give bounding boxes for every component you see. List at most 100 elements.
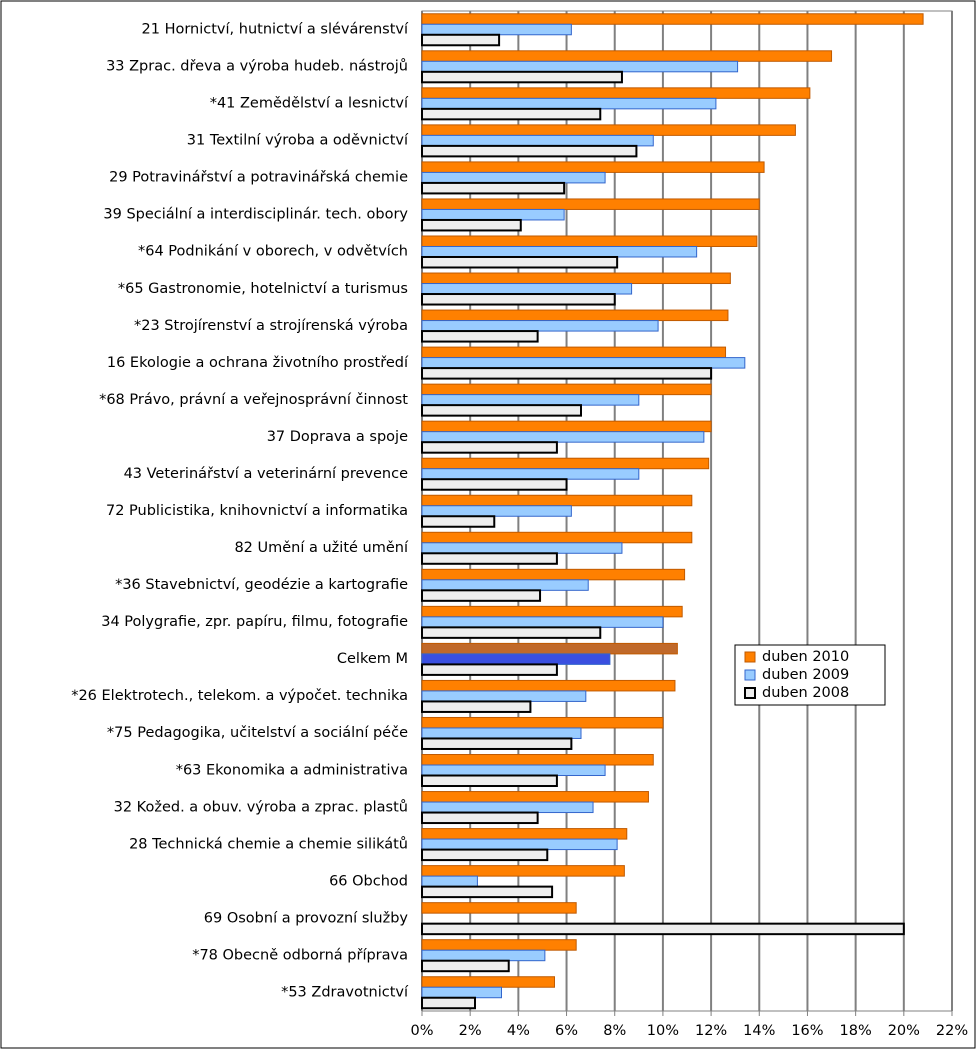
bar — [421, 642, 678, 655]
bar — [421, 235, 758, 247]
y-tick-label: 66 Obchod — [329, 873, 408, 889]
legend-swatch — [744, 669, 756, 681]
bar — [421, 245, 698, 258]
bar — [421, 875, 478, 888]
y-tick-label: 21 Hornictví, hutnictví a slévárenství — [142, 22, 409, 38]
bar — [421, 605, 683, 618]
bar — [421, 383, 712, 396]
bar — [421, 811, 539, 825]
y-tick-label: 29 Potravinářství a potravinářská chemie — [109, 170, 408, 186]
bar — [421, 700, 532, 713]
bar — [421, 690, 587, 702]
y-tick-label: 32 Kožed. a obuv. výroba a zprac. plastů — [114, 799, 408, 815]
bar — [421, 70, 623, 84]
y-tick-label: 28 Technická chemie a chemie silikátů — [129, 836, 408, 852]
bar — [421, 737, 573, 750]
x-tick-label: 14% — [743, 1023, 775, 1039]
x-tick-label: 4% — [507, 1023, 530, 1039]
bar — [421, 50, 833, 62]
bar — [421, 996, 476, 1010]
bar — [421, 161, 765, 173]
x-tick-label: 10% — [647, 1023, 679, 1039]
y-tick-label: *53 Zdravotnictví — [281, 984, 409, 1000]
bar — [421, 568, 686, 581]
bar — [421, 885, 554, 899]
x-tick-label: 6% — [555, 1023, 578, 1039]
bar — [421, 107, 602, 121]
y-tick-label: *78 Obecně odborná příprava — [192, 947, 408, 963]
legend-swatch — [744, 687, 756, 699]
bar — [421, 208, 565, 221]
bar — [421, 828, 628, 840]
bar — [421, 357, 746, 369]
y-tick-label: 31 Textilní výroba a oděvnictví — [187, 133, 409, 149]
bar — [421, 679, 676, 692]
bar — [421, 87, 811, 99]
y-tick-label: *64 Podnikání v oborech, v odvětvích — [138, 244, 408, 260]
bar — [421, 13, 924, 25]
bar — [421, 626, 602, 639]
bar — [421, 579, 589, 591]
bar — [421, 171, 606, 184]
y-tick-label: *36 Stavebnictví, geodézie a kartografie — [115, 577, 408, 593]
y-tick-label: 69 Osobní a provozní služby — [204, 910, 409, 926]
legend-label: duben 2008 — [762, 685, 849, 701]
x-tick-label: 16% — [791, 1023, 823, 1039]
bar — [421, 394, 640, 406]
bar — [421, 531, 693, 544]
bar — [421, 309, 729, 322]
x-tick-label: 22% — [936, 1023, 968, 1039]
bar — [421, 848, 549, 862]
bar — [421, 589, 542, 602]
bar — [421, 865, 625, 877]
bar — [421, 124, 796, 136]
bar — [421, 986, 502, 999]
bar — [421, 33, 501, 47]
bar — [421, 134, 654, 147]
y-tick-label: *65 Gastronomie, hotelnictví a turismus — [118, 281, 408, 297]
y-tick-label: 34 Polygrafie, zpr. papíru, filmu, fotog… — [101, 614, 408, 630]
x-tick-label: 2% — [459, 1023, 482, 1039]
bar — [421, 663, 558, 676]
x-tick-label: 12% — [695, 1023, 727, 1039]
bar — [421, 764, 606, 777]
y-tick-label: 37 Doprava a spoje — [267, 429, 408, 445]
bar — [421, 902, 577, 914]
bar — [421, 330, 539, 343]
legend — [734, 644, 886, 706]
legend-label: duben 2010 — [762, 649, 849, 665]
y-tick-label: 16 Ekologie a ochrana životního prostřed… — [107, 355, 409, 371]
bar — [421, 293, 616, 306]
bar — [421, 97, 717, 110]
y-tick-label: *26 Elektrotech., telekom. a výpočet. te… — [71, 688, 408, 704]
bar — [421, 144, 638, 158]
bar — [421, 774, 558, 788]
bar — [421, 404, 582, 417]
x-tick-label: 0% — [410, 1023, 433, 1039]
x-tick-label: 8% — [603, 1023, 626, 1039]
bar — [421, 283, 633, 295]
bar — [421, 23, 572, 36]
bar — [421, 457, 710, 470]
y-tick-label: *41 Zemědělství a lesnictví — [210, 96, 409, 112]
bar — [421, 441, 558, 454]
y-tick-label: Celkem M — [337, 651, 408, 667]
bar — [421, 754, 654, 766]
bar — [421, 838, 618, 851]
bar — [421, 922, 905, 936]
y-tick-label: 43 Veterinářství a veterinární prevence — [124, 466, 409, 482]
y-tick-label: *23 Strojírenství a strojírenská výroba — [134, 318, 408, 334]
x-tick-label: 20% — [888, 1023, 920, 1039]
x-tick-label: 18% — [840, 1023, 872, 1039]
bar — [421, 181, 566, 195]
bar — [421, 949, 546, 962]
legend-label: duben 2009 — [762, 667, 849, 683]
bar — [421, 616, 664, 628]
bar — [421, 367, 713, 380]
bar — [421, 320, 659, 332]
bar — [421, 431, 705, 443]
bar — [421, 976, 555, 988]
bar — [421, 552, 558, 565]
bar — [421, 505, 572, 517]
